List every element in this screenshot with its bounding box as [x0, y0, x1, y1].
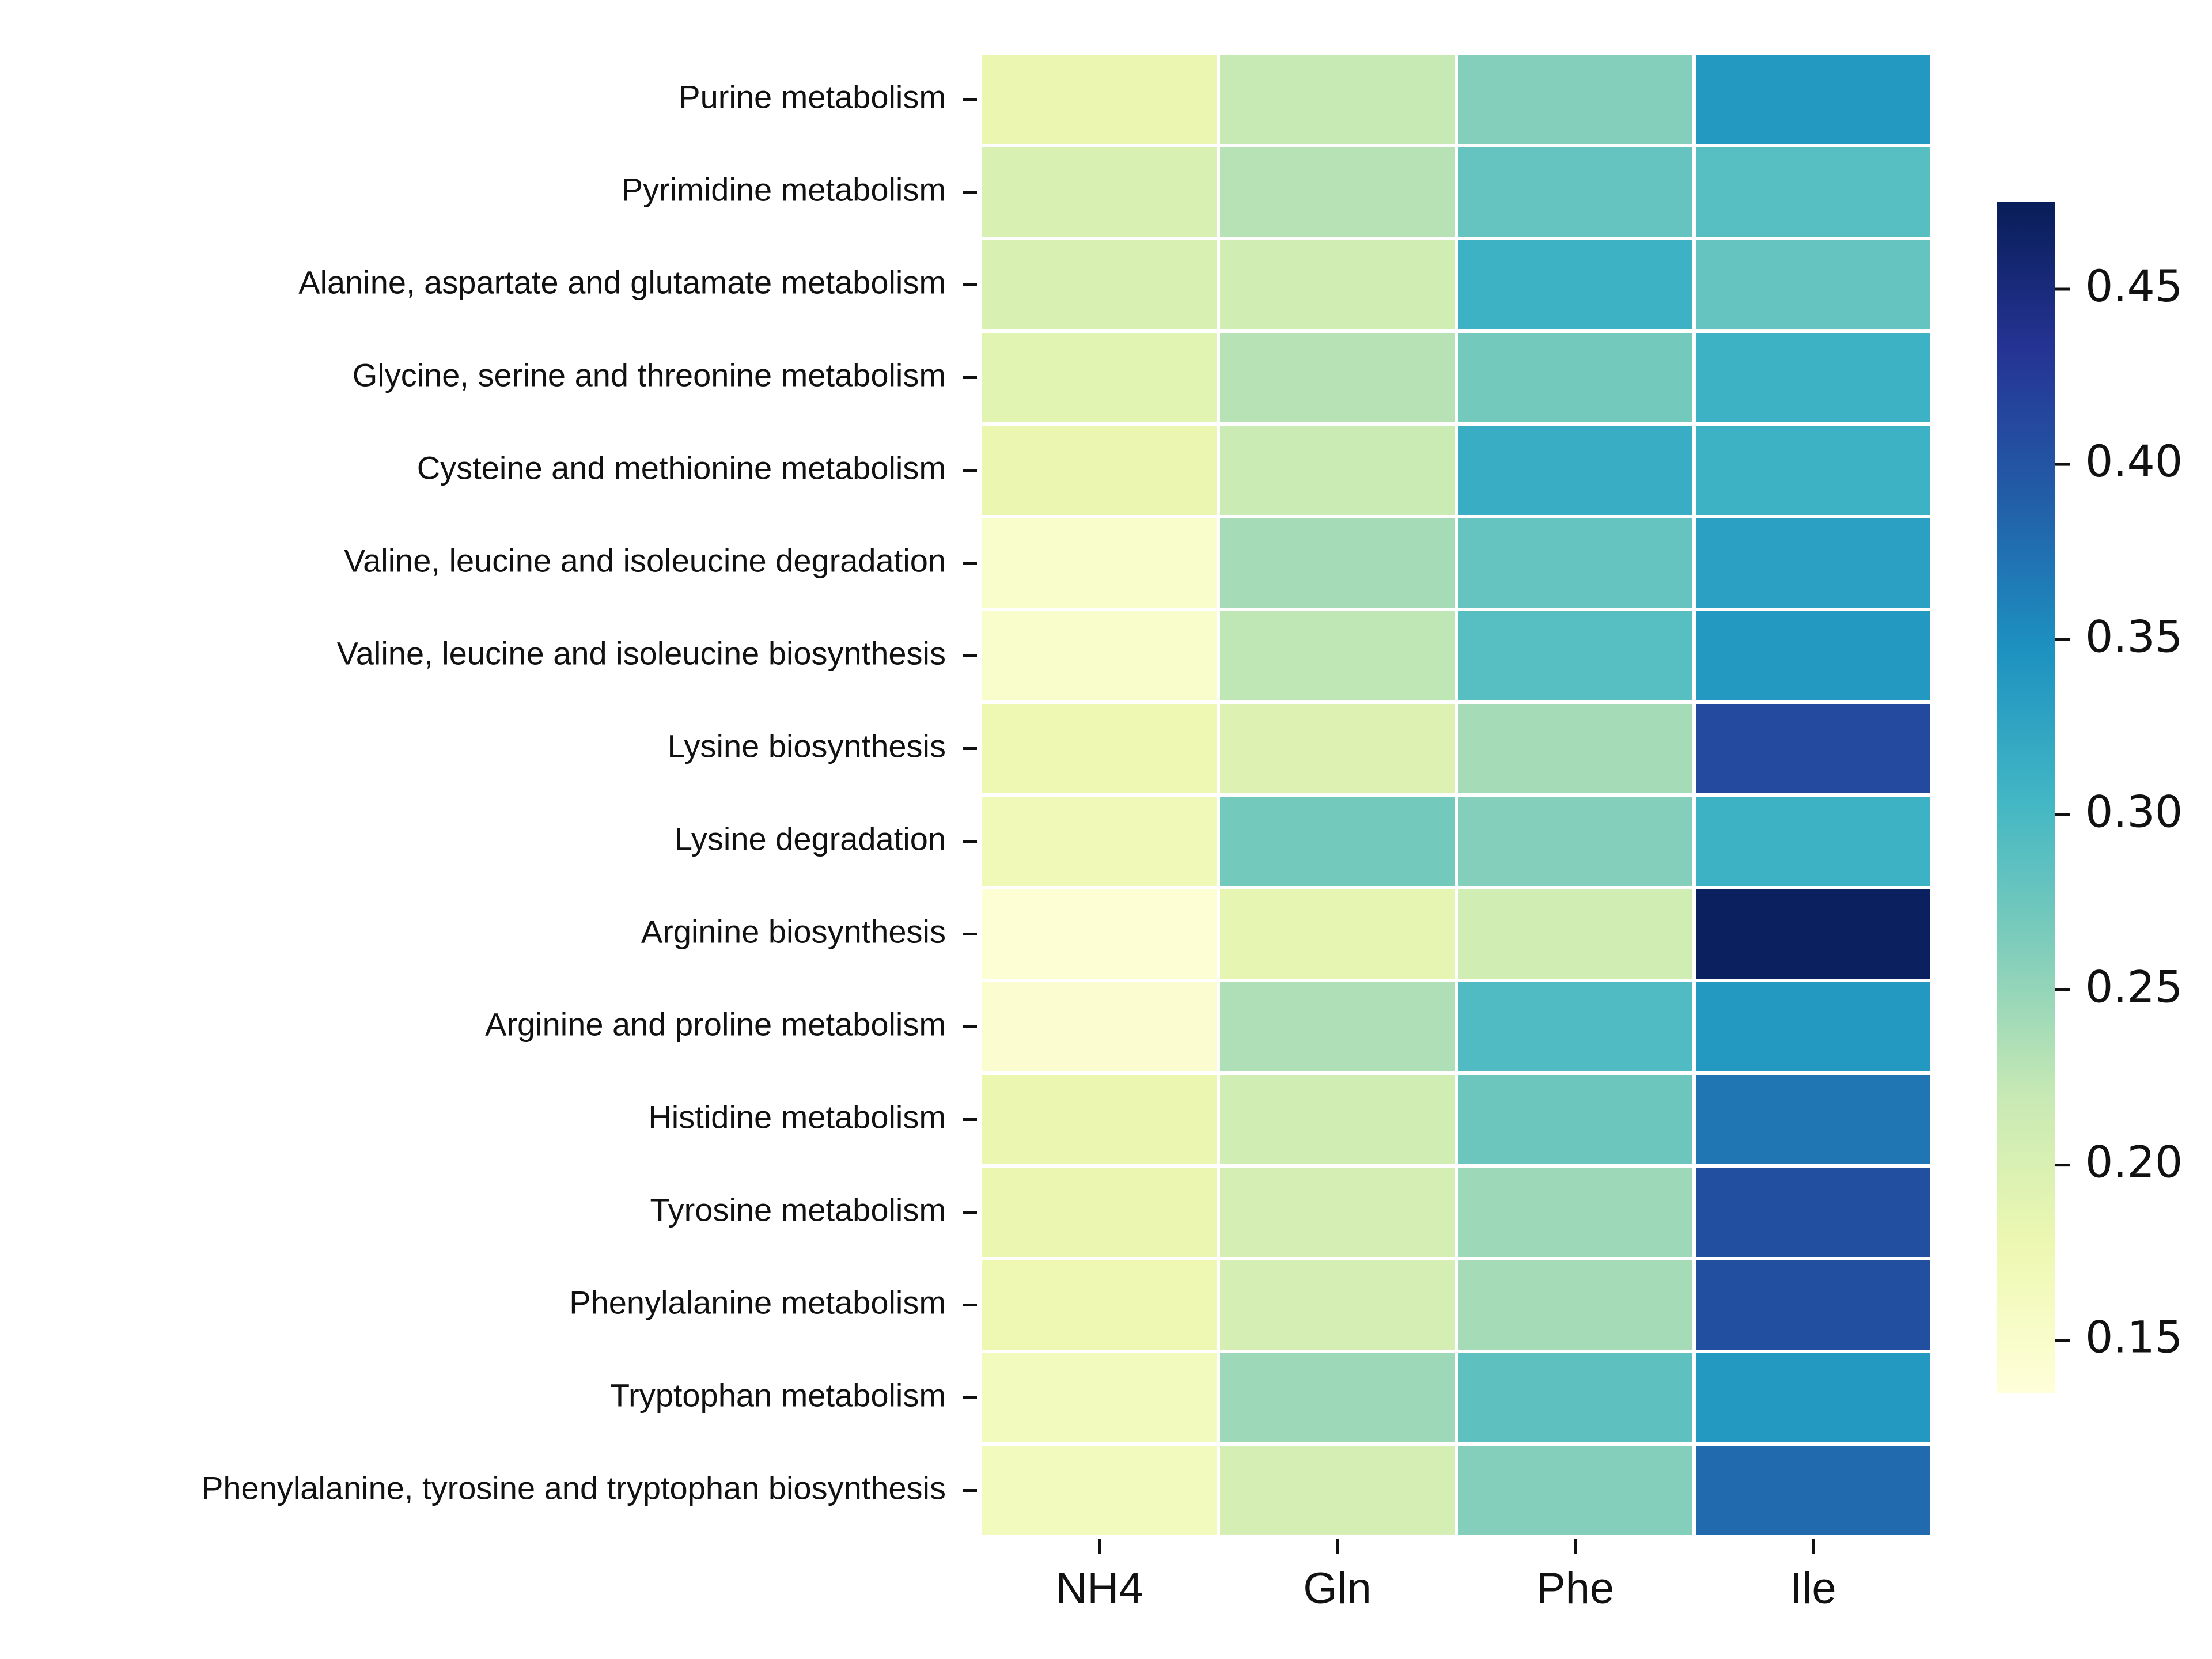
- row-label: Tyrosine metabolism: [650, 1191, 946, 1228]
- heatmap-cell: [1455, 886, 1696, 982]
- heatmap-cell: [979, 886, 1220, 982]
- row-label: Alanine, aspartate and glutamate metabol…: [298, 264, 946, 300]
- heatmap-cell: [1692, 793, 1934, 889]
- row-label: Phenylalanine, tyrosine and tryptophan b…: [202, 1469, 946, 1506]
- colorbar-tick-label: 0.35: [2085, 611, 2183, 662]
- row-label: Purine metabolism: [679, 78, 946, 115]
- heatmap-cell: [1455, 1164, 1696, 1260]
- colorbar-tick-label: 0.45: [2085, 260, 2183, 312]
- heatmap-cell: [1692, 886, 1934, 982]
- heatmap-cell: [1217, 1071, 1458, 1168]
- column-label: Ile: [1790, 1564, 1836, 1613]
- heatmap-cell: [979, 422, 1220, 518]
- heatmap-cell: [979, 144, 1220, 240]
- heatmap-cell: [1217, 422, 1458, 518]
- heatmap-cell: [1455, 515, 1696, 611]
- heatmap-cell: [1692, 237, 1934, 333]
- heatmap-cell: [1455, 422, 1696, 518]
- row-label: Cysteine and methionine metabolism: [417, 449, 946, 486]
- heatmap-cell: [1692, 515, 1934, 611]
- heatmap-cell: [1217, 1442, 1458, 1539]
- heatmap-cell: [979, 237, 1220, 333]
- heatmap-cell: [1217, 1350, 1458, 1446]
- colorbar-tick-label: 0.30: [2085, 786, 2183, 837]
- heatmap-cell: [979, 1071, 1220, 1168]
- colorbar-tick-label: 0.25: [2085, 961, 2183, 1013]
- heatmap-cell: [1217, 329, 1458, 426]
- heatmap-cell: [1217, 51, 1458, 147]
- heatmap-cell: [1692, 1071, 1934, 1168]
- heatmap-cell: [979, 608, 1220, 704]
- row-label: Valine, leucine and isoleucine degradati…: [344, 542, 946, 578]
- row-labels: Purine metabolism Pyrimidine metabolism Al…: [202, 78, 977, 1506]
- heatmap-cell: [1455, 608, 1696, 704]
- heatmap-cell: [979, 1350, 1220, 1446]
- heatmap-cell: [1217, 608, 1458, 704]
- heatmap-cell: [1455, 237, 1696, 333]
- row-label: Valine, leucine and isoleucine biosynthe…: [337, 635, 946, 671]
- heatmap-cell: [1692, 51, 1934, 147]
- heatmap-cell: [1692, 1350, 1934, 1446]
- row-label: Pyrimidine metabolism: [622, 171, 946, 207]
- heatmap-cell: [1217, 1257, 1458, 1353]
- heatmap-cell: [1455, 1442, 1696, 1539]
- heatmap-cell: [1217, 793, 1458, 889]
- heatmap-cell: [1455, 1257, 1696, 1353]
- heatmap-cell: [1455, 700, 1696, 797]
- colorbar-tick-label: 0.40: [2085, 435, 2183, 487]
- heatmap-cell: [1455, 793, 1696, 889]
- heatmap-cell: [1455, 1071, 1696, 1168]
- column-label: Phe: [1536, 1564, 1614, 1613]
- column-label: Gln: [1303, 1564, 1371, 1613]
- heatmap-cell: [1217, 979, 1458, 1075]
- heatmap-cell: [979, 515, 1220, 611]
- row-label: Histidine metabolism: [648, 1099, 946, 1135]
- row-label: Tryptophan metabolism: [610, 1377, 946, 1413]
- column-label: NH4: [1055, 1564, 1143, 1613]
- heatmap-cell: [1455, 51, 1696, 147]
- column-labels: NH4 Gln Phe Ile: [1055, 1539, 1836, 1613]
- heatmap-cell: [1692, 422, 1934, 518]
- heatmap-cell: [979, 1164, 1220, 1260]
- heatmap-cell: [1692, 329, 1934, 426]
- colorbar-tick-label: 0.15: [2085, 1312, 2183, 1363]
- heatmap-cell: [1217, 886, 1458, 982]
- heatmap-cell: [979, 700, 1220, 797]
- heatmap-cell: [1217, 515, 1458, 611]
- heatmap-cell: [1692, 1442, 1934, 1539]
- row-label: Phenylalanine metabolism: [569, 1284, 946, 1320]
- heatmap-cell: [979, 329, 1220, 426]
- heatmap-cell: [979, 1442, 1220, 1539]
- heatmap-cell: [1692, 979, 1934, 1075]
- heatmap-cell: [979, 51, 1220, 147]
- colorbar: 0.15 0.20 0.25 0.30 0.35 0.40 0.45: [1997, 202, 2183, 1393]
- heatmap-cell: [1455, 144, 1696, 240]
- row-label: Glycine, serine and threonine metabolism: [353, 357, 946, 393]
- heatmap-cells: [979, 51, 1934, 1539]
- row-label: Lysine biosynthesis: [667, 728, 946, 764]
- heatmap-cell: [979, 793, 1220, 889]
- heatmap-cell: [1217, 1164, 1458, 1260]
- heatmap-cell: [979, 1257, 1220, 1353]
- colorbar-gradient: [1997, 202, 2055, 1393]
- heatmap-cell: [1217, 144, 1458, 240]
- row-label: Arginine biosynthesis: [641, 913, 946, 949]
- heatmap-cell: [1692, 608, 1934, 704]
- heatmap-cell: [1692, 1257, 1934, 1353]
- heatmap-cell: [1692, 144, 1934, 240]
- heatmap-cell: [1692, 1164, 1934, 1260]
- row-label: Arginine and proline metabolism: [485, 1006, 946, 1042]
- heatmap-cell: [1455, 979, 1696, 1075]
- heatmap-cell: [979, 979, 1220, 1075]
- heatmap-cell: [1217, 237, 1458, 333]
- heatmap-cell: [1692, 700, 1934, 797]
- row-label: Lysine degradation: [675, 820, 946, 857]
- heatmap-cell: [1217, 700, 1458, 797]
- heatmap-cell: [1455, 329, 1696, 426]
- colorbar-tick-label: 0.20: [2085, 1137, 2183, 1188]
- heatmap-cell: [1455, 1350, 1696, 1446]
